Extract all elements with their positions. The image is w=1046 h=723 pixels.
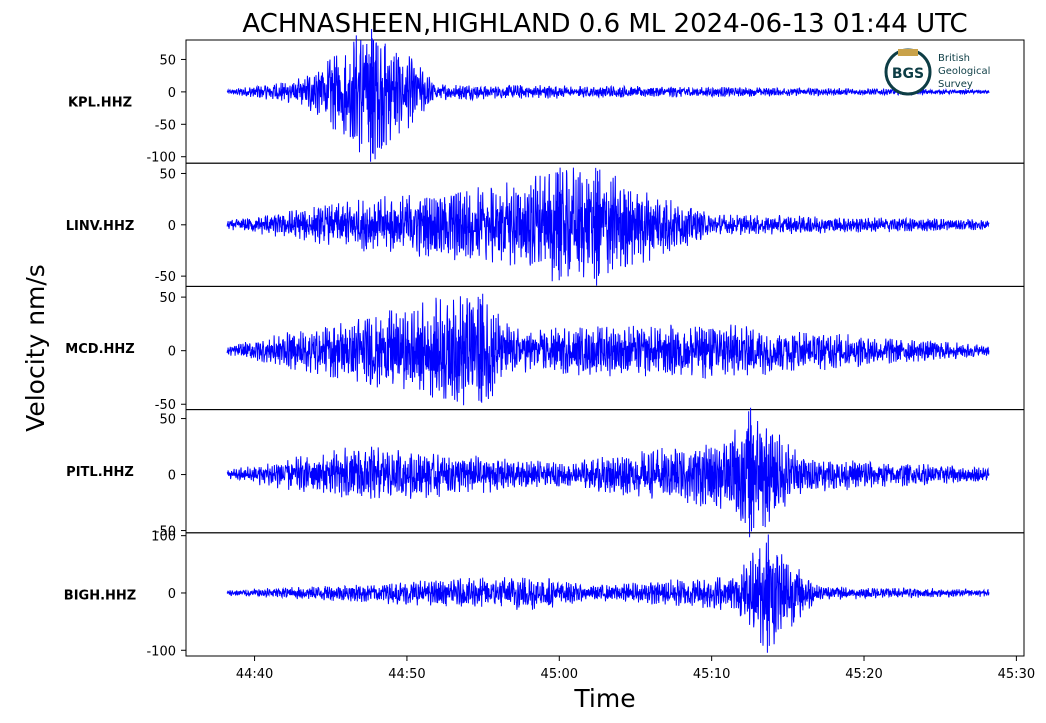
x-axis-label: Time: [573, 684, 635, 713]
y-tick-label: 50: [159, 167, 176, 182]
y-tick-label: -100: [146, 151, 176, 166]
x-tick-label: 45:10: [693, 667, 730, 682]
station-label: MCD.HHZ: [65, 342, 134, 357]
panel-pitl-hhz: 50 0 -50 PITL.HHZ: [66, 407, 1025, 540]
station-label: PITL.HHZ: [66, 465, 134, 480]
y-tick-label: 50: [159, 413, 176, 428]
y-tick-label: 0: [168, 469, 176, 484]
x-tick-label: 44:50: [388, 667, 425, 682]
waveform-trace: [226, 293, 990, 406]
y-tick-label: -50: [155, 270, 176, 285]
y-tick-label: 0: [168, 219, 176, 234]
panel-frame: [185, 532, 1025, 657]
y-tick-label: 0: [168, 345, 176, 360]
station-label: LINV.HHZ: [66, 219, 135, 234]
trace-panels: 50 0 -50 -100 KPL.HHZ 50 0 -50 LINV.HHZ 50 0 -50 MCD…: [64, 28, 1025, 659]
x-tick-label: 45:30: [998, 667, 1035, 682]
panel-mcd-hhz: 50 0 -50 MCD.HHZ: [65, 285, 1025, 413]
bgs-logo: BGS British Geological Survey: [884, 48, 990, 96]
logo-abbrev: BGS: [892, 66, 924, 82]
y-tick-label: 100: [151, 530, 176, 545]
panel-linv-hhz: 50 0 -50 LINV.HHZ: [66, 162, 1025, 287]
x-tick-label: 45:20: [845, 667, 882, 682]
x-axis: 44:40 44:50 45:00 45:10 45:20 45:30: [236, 656, 1035, 682]
x-tick-label: 45:00: [541, 667, 578, 682]
y-tick-label: 0: [168, 86, 176, 101]
panel-bigh-hhz: 100 0 -100 BIGH.HHZ: [64, 530, 1025, 659]
y-tick-label: -100: [146, 644, 176, 659]
logo-line-1: British: [938, 53, 970, 64]
logo-line-2: Geological: [938, 66, 990, 77]
y-axis-label: Velocity nm/s: [21, 264, 50, 432]
panel-kpl-hhz: 50 0 -50 -100 KPL.HHZ: [68, 28, 1025, 166]
y-tick-label: -50: [155, 525, 176, 540]
y-tick-label: 50: [159, 291, 176, 306]
y-tick-label: 50: [159, 53, 176, 68]
crown-icon: [898, 49, 918, 56]
waveform-trace: [226, 28, 990, 162]
chart-title: ACHNASHEEN,HIGHLAND 0.6 ML 2024-06-13 01…: [242, 9, 967, 39]
station-label: KPL.HHZ: [68, 96, 132, 111]
y-tick-label: 0: [168, 587, 176, 602]
waveform-trace: [226, 534, 990, 653]
waveform-trace: [226, 407, 990, 538]
waveform-trace: [226, 167, 990, 286]
x-tick-label: 44:40: [236, 667, 273, 682]
station-label: BIGH.HHZ: [64, 588, 136, 603]
logo-line-3: Survey: [938, 79, 973, 90]
y-tick-label: -50: [155, 398, 176, 413]
y-tick-label: -50: [155, 118, 176, 133]
